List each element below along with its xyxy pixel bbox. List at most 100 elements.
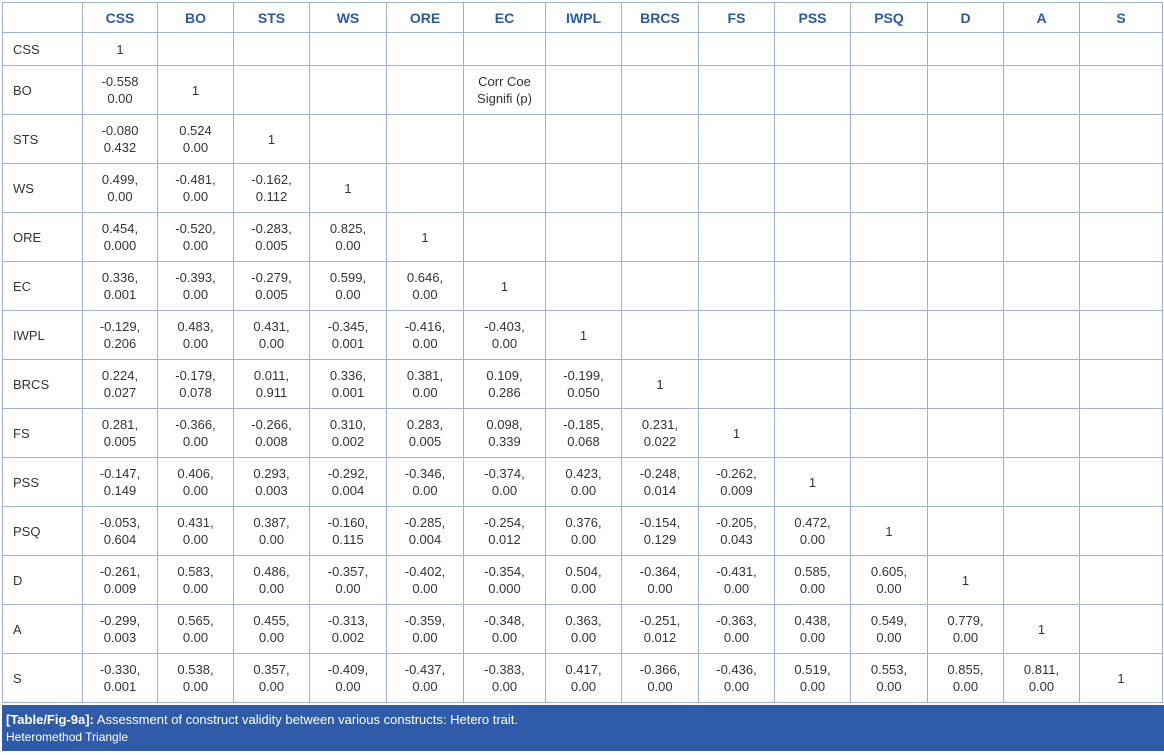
table-cell: [386, 65, 464, 115]
cell-line: 0.078: [179, 385, 212, 400]
column-header: D: [927, 2, 1004, 33]
table-cell: -0.436, 0.00: [698, 653, 775, 703]
table-cell: [621, 114, 699, 164]
cell-line: 0.001: [103, 287, 137, 302]
cell-line: -0.261,: [99, 564, 141, 579]
column-header: PSQ: [850, 2, 928, 33]
cell-line: -0.374,: [484, 466, 525, 481]
cell-line: 0.00: [412, 630, 438, 645]
table-row: A -0.299, 0.003 0.565, 0.00 0.455, 0.00 -0.313,…: [2, 604, 1163, 654]
cell-line: -0.481,: [175, 172, 216, 187]
cell-line: -0.436,: [716, 662, 757, 677]
table-cell: -0.366, 0.00: [157, 408, 234, 458]
table-cell: [1003, 359, 1080, 409]
column-header: PSS: [774, 2, 851, 33]
column-header: IWPL: [545, 2, 622, 33]
cell-line: -0.053,: [99, 515, 141, 530]
cell-line: 0.423,: [565, 466, 602, 481]
table-cell: [927, 114, 1004, 164]
cell-line: 0.001: [331, 385, 365, 400]
table-cell: [545, 65, 622, 115]
cell-line: 0.00: [570, 679, 597, 694]
table-cell: [233, 32, 310, 66]
table-cell: 0.605, 0.00: [850, 555, 928, 605]
table-cell: 1: [545, 310, 622, 360]
table-cell: [774, 65, 851, 115]
caption: [Table/Fig-9a]: Assessment of construct …: [2, 705, 1164, 751]
table-cell: -0.345, 0.001: [309, 310, 387, 360]
table-cell: 0.455, 0.00: [233, 604, 310, 654]
table-cell: -0.185, 0.068: [545, 408, 622, 458]
table-cell: 0.504, 0.00: [545, 555, 622, 605]
table-cell: -0.080 0.432: [82, 114, 158, 164]
row-label: S: [2, 653, 83, 703]
table-cell: [698, 65, 775, 115]
cell-line: 0.538,: [177, 662, 214, 677]
table-cell: [463, 114, 546, 164]
table-cell: 0.585, 0.00: [774, 555, 851, 605]
cell-line: 0.286: [488, 385, 521, 400]
column-header: S: [1079, 2, 1163, 33]
cell-line: 0.00: [570, 581, 597, 596]
table-cell: -0.520, 0.00: [157, 212, 234, 262]
table-cell: [698, 212, 775, 262]
table-cell: 0.483, 0.00: [157, 310, 234, 360]
cell-line: 0.00: [491, 630, 518, 645]
table-cell: [850, 32, 928, 66]
cell-line: 0.499,: [101, 172, 139, 187]
cell-line: 0.00: [952, 630, 979, 645]
cell-line: 0.00: [412, 679, 438, 694]
cell-line: 0.00: [258, 679, 285, 694]
table-cell: -0.279, 0.005: [233, 261, 310, 311]
cell-line: -0.330,: [99, 662, 141, 677]
table-cell: 0.011, 0.911: [233, 359, 310, 409]
table-cell: -0.248, 0.014: [621, 457, 699, 507]
table-row: BO -0.558 0.00 1 Corr Coe Signifi (p): [2, 65, 1163, 115]
cell-line: 0.00: [258, 336, 285, 351]
cell-line: -0.179,: [175, 368, 216, 383]
cell-line: 0.00: [723, 679, 750, 694]
cell-line: 0.224,: [101, 368, 139, 383]
table-cell: [1079, 457, 1163, 507]
caption-text: Assessment of construct validity between…: [96, 712, 519, 727]
cell-line: 0.779,: [947, 613, 984, 628]
cell-line: 0.00: [799, 532, 826, 547]
table-cell: 0.553, 0.00: [850, 653, 928, 703]
table-cell: [1079, 32, 1163, 66]
cell-line: 0.00: [335, 238, 361, 253]
table-row: CSS 1: [2, 32, 1163, 66]
cell-line: 0.00: [799, 679, 826, 694]
table-cell: 0.423, 0.00: [545, 457, 622, 507]
cell-line: -0.160,: [327, 515, 369, 530]
cell-line: 0.00: [258, 581, 285, 596]
table-cell: [1079, 506, 1163, 556]
table-cell: 0.376, 0.00: [545, 506, 622, 556]
table-cell: -0.383, 0.00: [463, 653, 546, 703]
cell-line: 0.00: [182, 238, 209, 253]
table-cell: 1: [309, 163, 387, 213]
table-cell: 0.825, 0.00: [309, 212, 387, 262]
table-cell: 0.519, 0.00: [774, 653, 851, 703]
table-cell: -0.359, 0.00: [386, 604, 464, 654]
cell-line: 0.00: [723, 581, 750, 596]
cell-line: -0.162,: [251, 172, 292, 187]
row-label: A: [2, 604, 83, 654]
column-header: FS: [698, 2, 775, 33]
cell-line: 0.293,: [253, 466, 290, 481]
cell-line: -0.285,: [404, 515, 446, 530]
cell-line: 0.583,: [177, 564, 214, 579]
cell-line: 0.149: [103, 483, 137, 498]
table-cell: [545, 261, 622, 311]
table-cell: 0.538, 0.00: [157, 653, 234, 703]
cell-line: 0.357,: [253, 662, 290, 677]
table-cell: [1003, 261, 1080, 311]
cell-line: 0.008: [255, 434, 288, 449]
table-cell: [545, 163, 622, 213]
table-cell: [850, 359, 928, 409]
table-cell: -0.393, 0.00: [157, 261, 234, 311]
cell-line: -0.402,: [404, 564, 446, 579]
table-row: WS 0.499, 0.00 -0.481, 0.00 -0.162, 0.112 1: [2, 163, 1163, 213]
cell-line: 0.050: [567, 385, 600, 400]
table-cell: [927, 506, 1004, 556]
